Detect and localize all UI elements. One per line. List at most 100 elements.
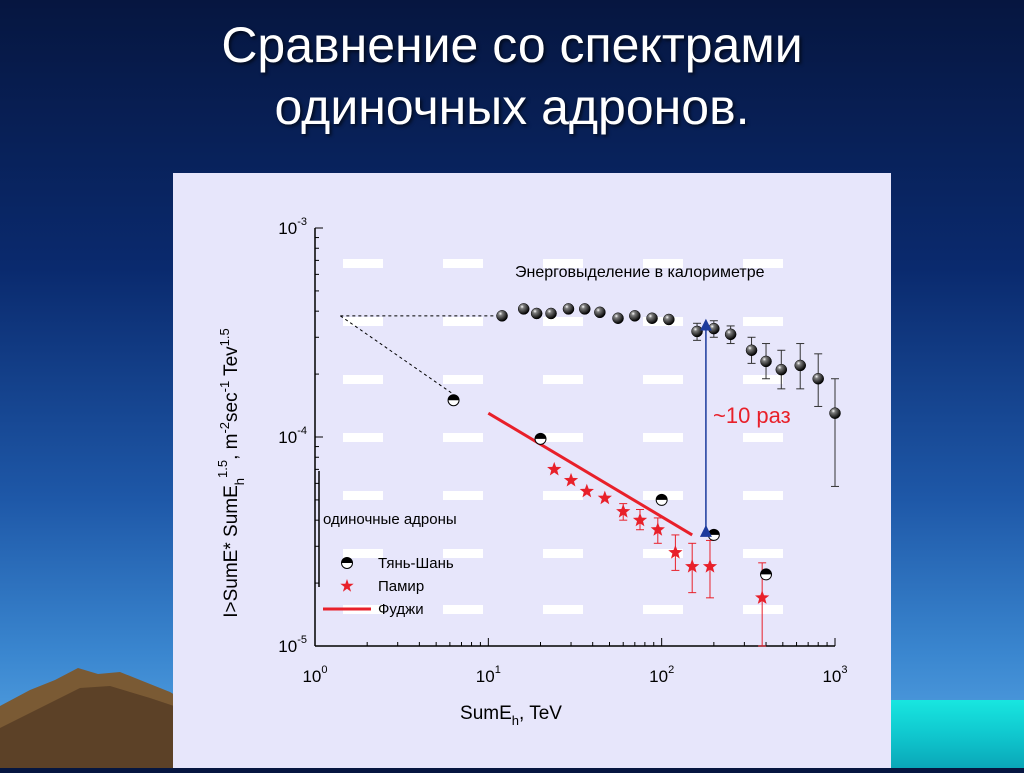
background-dash bbox=[343, 259, 383, 268]
tien-shan-point bbox=[447, 394, 460, 407]
pamir-point bbox=[616, 504, 631, 518]
background-dash bbox=[343, 375, 383, 384]
background-dash bbox=[543, 259, 583, 268]
ratio-label: ~10 раз bbox=[713, 403, 791, 428]
background-dash bbox=[343, 549, 383, 558]
background-dash bbox=[643, 317, 683, 326]
pamir-point bbox=[702, 559, 718, 573]
legend-marker-pamir-icon bbox=[340, 579, 354, 592]
y-tick-label: 10-3 bbox=[278, 216, 307, 238]
background-dash bbox=[443, 259, 483, 268]
tien-shan-point bbox=[760, 568, 773, 581]
legend-label-fuji: Фуджи bbox=[378, 601, 424, 618]
pamir-point bbox=[579, 483, 594, 498]
pamir-point bbox=[632, 512, 648, 527]
background-dash bbox=[443, 549, 483, 558]
calorimeter-point bbox=[530, 307, 543, 320]
x-tick-label: 103 bbox=[822, 664, 847, 686]
calorimeter-point bbox=[812, 372, 824, 385]
legend-label-tien-shan: Тянь-Шань bbox=[378, 555, 454, 572]
calorimeter-point bbox=[517, 303, 530, 315]
background-dash bbox=[643, 259, 683, 268]
pamir-point bbox=[650, 522, 665, 536]
data-points bbox=[447, 303, 841, 604]
dashed-guide-line bbox=[340, 315, 454, 395]
background-dash bbox=[443, 491, 483, 500]
background-dash bbox=[743, 259, 783, 268]
background-dash bbox=[443, 375, 483, 384]
chart-panel bbox=[173, 173, 891, 768]
slide-title-line1: Сравнение со спектрами bbox=[221, 17, 803, 73]
pamir-point bbox=[597, 490, 612, 505]
calorimeter-point bbox=[775, 363, 788, 376]
pamir-point bbox=[563, 472, 579, 487]
background-dash bbox=[743, 549, 783, 558]
tien-shan-point-top bbox=[535, 433, 547, 439]
background-dash bbox=[743, 433, 783, 442]
pamir-point bbox=[755, 590, 770, 604]
calorimeter-point bbox=[612, 312, 624, 324]
legend-marker-tien-shan-icon bbox=[341, 557, 353, 569]
spectrum-chart: 100 101 102 103 10-3 10-4 10-5 Энерговыделение… bbox=[215, 216, 848, 728]
dashed-guides bbox=[340, 315, 503, 395]
calorimeter-point bbox=[708, 322, 720, 335]
sea-decoration bbox=[890, 700, 1024, 768]
tien-shan-point-top bbox=[760, 568, 772, 575]
slide-title: Сравнение со спектрами одиночных адронов… bbox=[0, 14, 1024, 138]
calorimeter-point bbox=[629, 310, 641, 322]
background-dash bbox=[543, 605, 583, 614]
x-axis-label: SumEh, TeV bbox=[460, 703, 562, 728]
background-dash bbox=[643, 433, 683, 442]
background-dash bbox=[643, 549, 683, 558]
background-dash bbox=[543, 549, 583, 558]
background-dash bbox=[743, 605, 783, 614]
y-axis-label: I>SumE* SumEh1.5, m-2sec-1 Tev1.5 bbox=[215, 328, 247, 618]
mountain-decoration bbox=[0, 668, 180, 768]
calorimeter-point bbox=[663, 313, 675, 326]
pamir-point bbox=[668, 545, 683, 559]
calorimeter-point bbox=[646, 312, 658, 324]
calorimeter-point bbox=[691, 325, 703, 338]
background-dash bbox=[643, 605, 683, 614]
background-dash bbox=[343, 317, 383, 326]
calorimeter-point bbox=[745, 344, 758, 357]
background-dash bbox=[743, 375, 783, 384]
background-dash bbox=[743, 491, 783, 500]
tien-shan-point-top bbox=[448, 394, 460, 401]
calorimeter-point bbox=[545, 307, 557, 320]
background-dash bbox=[443, 605, 483, 614]
background-dash bbox=[543, 317, 583, 326]
error-bars bbox=[619, 320, 839, 647]
x-tick-label: 102 bbox=[649, 664, 674, 686]
calorimeter-point bbox=[829, 407, 841, 419]
x-tick-label: 101 bbox=[476, 664, 501, 686]
background-dash bbox=[543, 433, 583, 442]
tien-shan-point-top bbox=[656, 494, 668, 500]
calorimeter-point bbox=[760, 355, 772, 368]
background-dash bbox=[443, 317, 483, 326]
calorimeter-point bbox=[724, 328, 737, 341]
background-dash bbox=[543, 491, 583, 500]
calorimeter-label: Энерговыделение в калориметре bbox=[515, 264, 765, 281]
tien-shan-point-top bbox=[708, 529, 720, 535]
legend-label-pamir: Памир bbox=[378, 578, 424, 595]
background-dash bbox=[443, 433, 483, 442]
fuji-line bbox=[487, 411, 693, 537]
legend: одиночные адроны Тянь-Шань Памир Фуджи bbox=[318, 471, 457, 618]
calorimeter-point bbox=[594, 306, 606, 319]
tien-shan-point bbox=[534, 432, 547, 445]
calorimeter-point bbox=[794, 359, 806, 372]
pamir-point bbox=[547, 461, 562, 476]
legend-group-label: одиночные адроны bbox=[323, 511, 457, 528]
background-dash bbox=[343, 433, 383, 442]
slide-title-line2: одиночных адронов. bbox=[274, 79, 750, 135]
calorimeter-point bbox=[562, 303, 575, 315]
x-tick-label: 100 bbox=[302, 664, 327, 686]
calorimeter-point bbox=[579, 303, 591, 315]
fuji-series-line bbox=[487, 411, 693, 537]
background-dash bbox=[543, 375, 583, 384]
y-tick-label: 10-4 bbox=[278, 425, 307, 447]
chart-axes: 100 101 102 103 10-3 10-4 10-5 bbox=[278, 216, 847, 686]
calorimeter-point bbox=[496, 310, 508, 322]
background-dash bbox=[343, 491, 383, 500]
